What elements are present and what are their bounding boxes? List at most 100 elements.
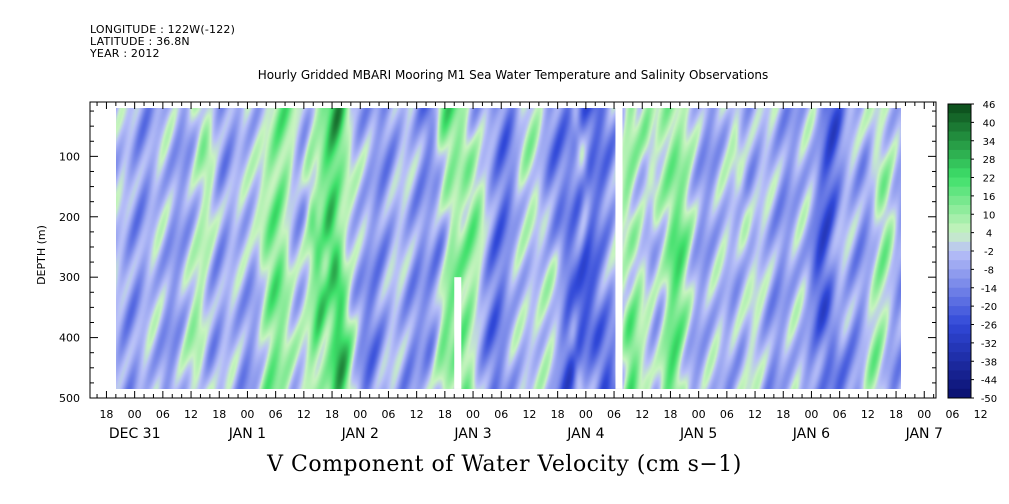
- colorbar-label: -44: [981, 376, 997, 387]
- colorbar-swatch: [948, 370, 971, 381]
- colorbar-swatch: [948, 149, 971, 160]
- colorbar-swatch: [948, 388, 971, 399]
- colorbar-label: -50: [981, 394, 997, 405]
- colorbar-label: 10: [983, 210, 996, 221]
- x-hour-tick-label: 00: [353, 408, 367, 421]
- colorbar-swatch: [948, 195, 971, 206]
- data-gap: [453, 102, 460, 109]
- x-hour-tick-label: 12: [184, 408, 198, 421]
- colorbar-swatch: [948, 287, 971, 298]
- colorbar-swatch: [948, 241, 971, 252]
- colorbar-label: -38: [981, 357, 997, 368]
- x-hour-tick-label: 18: [438, 408, 452, 421]
- x-hour-tick-label: 18: [212, 408, 226, 421]
- axes: 18 00 06 12 18 00 06 12 18 00 06 12 18 00 06 12 18 00 06 12…: [59, 102, 988, 442]
- x-hour-tick-label: 06: [494, 408, 508, 421]
- x-day-label: JAN 3: [453, 426, 491, 442]
- x-hour-tick-label: 06: [156, 408, 170, 421]
- variable-label: V Component of Water Velocity (cm s−1): [267, 452, 742, 477]
- x-day-label: JAN 6: [792, 426, 830, 442]
- colorbar-swatch: [948, 306, 971, 316]
- latitude-label: LATITUDE : 36.8N: [90, 35, 190, 48]
- colorbar-label: 34: [983, 137, 996, 148]
- colorbar-swatch: [948, 177, 971, 188]
- colorbar-label: 28: [983, 155, 996, 166]
- colorbar-label: 4: [986, 229, 992, 240]
- x-day-label: JAN 5: [679, 426, 717, 442]
- y-tick-label: 200: [59, 211, 80, 224]
- heatmap-image: [116, 108, 901, 389]
- x-day-label: JAN 1: [228, 426, 266, 442]
- colorbar-label: -2: [984, 247, 994, 258]
- x-day-label: JAN 2: [341, 426, 379, 442]
- x-hour-tick-label: 18: [663, 408, 677, 421]
- colorbar-label: -14: [981, 284, 997, 295]
- colorbar-label: -8: [984, 265, 994, 276]
- chart-title: Hourly Gridded MBARI Mooring M1 Sea Wate…: [257, 68, 769, 82]
- y-tick-label: 300: [59, 271, 80, 284]
- colorbar-swatch: [948, 260, 971, 270]
- x-hour-tick-label: 12: [748, 408, 762, 421]
- colorbar-swatch: [948, 342, 971, 353]
- x-hour-tick-label: 00: [128, 408, 142, 421]
- x-hour-tick-label: 06: [833, 408, 847, 421]
- x-hour-tick-label: 12: [861, 408, 875, 421]
- x-hour-tick-label: 06: [269, 408, 283, 421]
- colorbar-swatch: [948, 223, 971, 234]
- colorbar-swatch: [948, 113, 971, 123]
- colorbar-swatch: [948, 251, 971, 261]
- colorbar-swatch: [948, 361, 971, 371]
- x-hour-tick-label: 18: [99, 408, 113, 421]
- x-hour-tick-label: 18: [551, 408, 565, 421]
- x-hour-tick-label: 00: [466, 408, 480, 421]
- colorbar-swatch: [948, 324, 971, 335]
- x-hour-tick-label: 00: [917, 408, 931, 421]
- x-hour-tick-label: 18: [776, 408, 790, 421]
- x-hour-tick-label: 12: [974, 408, 988, 421]
- x-hour-tick-label: 06: [720, 408, 734, 421]
- heatmap-field: [116, 108, 901, 389]
- x-hour-tick-label: 12: [522, 408, 536, 421]
- data-gap: [454, 277, 462, 389]
- x-hour-tick-label: 00: [579, 408, 593, 421]
- x-hour-tick-label: 18: [889, 408, 903, 421]
- colorbar-swatch: [948, 296, 971, 307]
- colorbar-swatch: [948, 352, 971, 362]
- data-gap: [615, 108, 623, 389]
- x-hour-tick-label: 00: [804, 408, 818, 421]
- x-day-label: JAN 4: [566, 426, 604, 442]
- data-gaps: [453, 102, 623, 389]
- y-axis-label: DEPTH (m): [35, 225, 48, 285]
- colorbar-label: 46: [983, 100, 996, 111]
- x-hour-tick-label: 06: [607, 408, 621, 421]
- colorbar-swatch: [948, 315, 971, 325]
- colorbar-swatch: [948, 379, 971, 390]
- y-tick-label: 400: [59, 332, 80, 345]
- colorbar-swatch: [948, 131, 971, 142]
- colorbar-swatch: [948, 159, 971, 169]
- x-hour-tick-label: 00: [692, 408, 706, 421]
- colorbar-swatch: [948, 214, 971, 224]
- colorbar-swatch: [948, 278, 971, 289]
- colorbar-swatch: [948, 168, 971, 178]
- x-hour-tick-label: 00: [240, 408, 254, 421]
- x-day-label: DEC 31: [109, 426, 161, 442]
- colorbar-label: -26: [981, 321, 997, 332]
- colorbar-label: -32: [981, 339, 997, 350]
- colorbar: 46 40 34 28 22 16 10 4 -2 -8 -14 -20 -26 -32 -38 -44 -50: [947, 100, 997, 405]
- colorbar-swatch: [948, 269, 971, 279]
- colorbar-swatch: [948, 232, 971, 243]
- x-hour-tick-label: 06: [381, 408, 395, 421]
- colorbar-label: 22: [983, 174, 996, 185]
- colorbar-swatch: [948, 122, 971, 132]
- x-hour-tick-label: 12: [410, 408, 424, 421]
- x-hour-tick-label: 12: [635, 408, 649, 421]
- colorbar-label: -20: [981, 302, 997, 313]
- colorbar-swatch: [948, 205, 971, 215]
- colorbar-swatch: [948, 104, 971, 114]
- x-hour-tick-label: 18: [325, 408, 339, 421]
- plot-frame: [89, 101, 937, 399]
- x-day-label: JAN 7: [905, 426, 943, 442]
- y-tick-label: 500: [59, 392, 80, 405]
